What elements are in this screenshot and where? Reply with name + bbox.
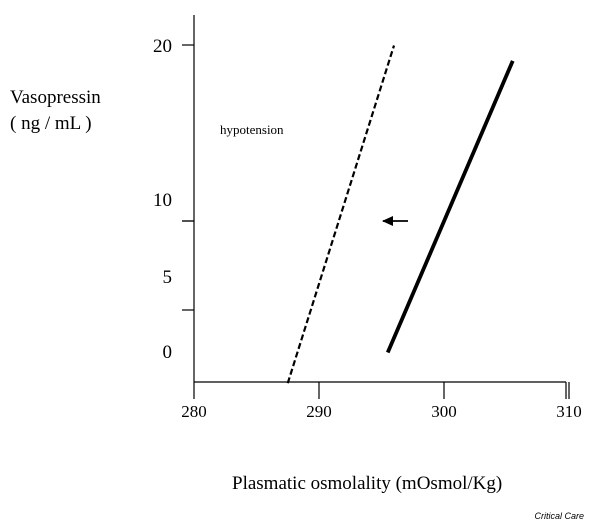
series-group <box>286 45 515 384</box>
solid-curve-line <box>386 60 515 354</box>
y-tick-label: 5 <box>163 267 173 288</box>
y-tick-label: 10 <box>153 190 172 211</box>
y-axis-label-line-1: Vasopressin <box>10 87 101 108</box>
dashed-curve-line <box>286 45 396 384</box>
x-tick-label: 300 <box>431 402 457 421</box>
y-axis-label-line-2: ( ng / mL ) <box>10 113 92 134</box>
y-tick-label: 20 <box>153 36 172 57</box>
y-axis-ticks: 0 5 10 20 <box>153 36 194 363</box>
left-arrow-icon <box>382 216 393 226</box>
axes <box>193 15 566 383</box>
annotation-marks <box>382 216 408 226</box>
x-axis-label: Plasmatic osmolality (mOsmol/Kg) <box>232 473 503 494</box>
x-tick-label: 310 <box>556 402 582 421</box>
y-tick-label: 0 <box>163 342 173 363</box>
journal-credit: Critical Care <box>534 511 584 521</box>
x-tick-label: 290 <box>306 402 332 421</box>
x-axis-ticks: 280 290 300 310 <box>181 382 582 421</box>
hypotension-annotation: hypotension <box>220 122 284 137</box>
x-tick-label: 280 <box>181 402 207 421</box>
